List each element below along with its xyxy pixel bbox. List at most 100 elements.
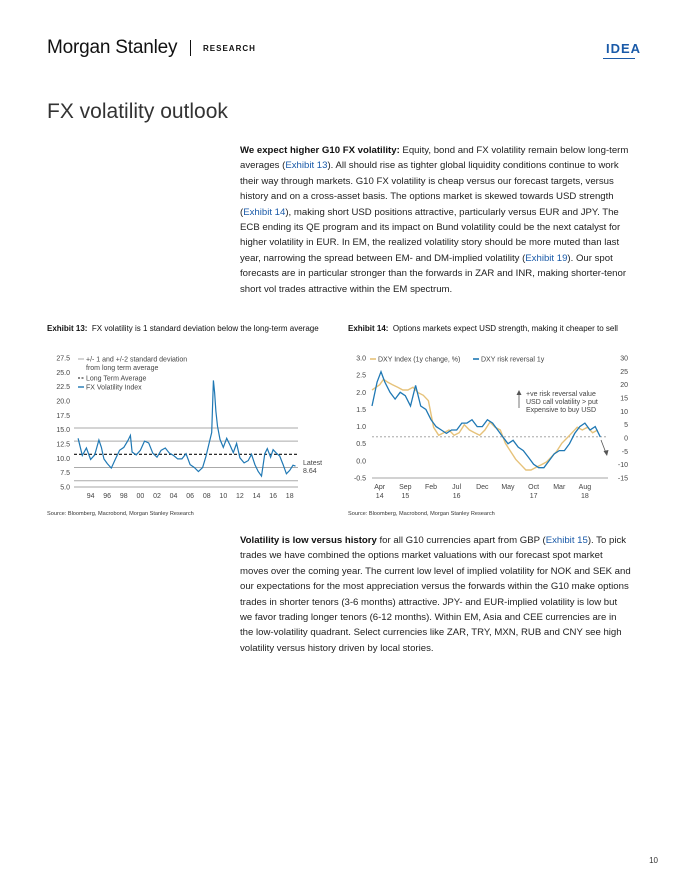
- x-tick-label: 10: [219, 493, 227, 500]
- paragraph-volatility-history: Volatility is low versus history for all…: [240, 533, 632, 656]
- x-tick-year-label: 17: [530, 493, 538, 500]
- paragraph-lead: Volatility is low versus history: [240, 535, 377, 546]
- x-tick-year-label: 16: [453, 493, 461, 500]
- y-left-tick-label: 0.5: [356, 441, 366, 448]
- y-tick-label: 12.5: [56, 442, 70, 449]
- legend-series-label: FX Volatility Index: [86, 385, 142, 392]
- y-right-tick-label: 10: [620, 409, 628, 416]
- x-tick-month-label: Dec: [476, 484, 489, 491]
- x-tick-label: 94: [87, 493, 95, 500]
- y-right-tick-label: 20: [620, 382, 628, 389]
- y-right-tick-label: 15: [620, 396, 628, 403]
- x-tick-month-label: Apr: [374, 484, 386, 491]
- exhibit-14-caption: Options markets expect USD strength, mak…: [392, 324, 618, 333]
- annotation-up-arrow-head: [516, 390, 522, 395]
- y-right-tick-label: 5: [624, 422, 628, 429]
- y-left-tick-label: 3.0: [356, 356, 366, 363]
- x-tick-label: 12: [236, 493, 244, 500]
- exhibit-14-chart: 3.0 2.5 2.0 1.5 1.0 0.5 0.0 -0.5 30 25 20 15 10 5 0 -5 -…: [354, 356, 628, 501]
- y-left-tick-label: 1.0: [356, 424, 366, 431]
- y-tick-label: 22.5: [56, 384, 70, 391]
- x-tick-month-label: Sep: [399, 484, 412, 491]
- x-tick-label: 18: [286, 493, 294, 500]
- legend-rr-label: DXY risk reversal 1y: [481, 357, 545, 364]
- legend-band-label: +/- 1 and +/-2 standard deviation: [86, 357, 187, 364]
- x-tick-month-label: Aug: [579, 484, 592, 491]
- exhibit-13-caption: FX volatility is 1 standard deviation be…: [91, 324, 319, 333]
- annotation-line-3: Expensive to buy USD: [526, 407, 596, 414]
- legend-band-label-cont: from long term average: [86, 365, 158, 372]
- y-right-tick-label: 30: [620, 356, 628, 363]
- exhibit-14-label: Exhibit 14:: [348, 324, 389, 333]
- x-tick-label: 06: [186, 493, 194, 500]
- x-tick-label: 96: [103, 493, 111, 500]
- exhibit-14-link[interactable]: Exhibit 14: [243, 206, 286, 218]
- research-label: RESEARCH: [203, 44, 256, 53]
- x-tick-label: 02: [153, 493, 161, 500]
- x-tick-month-label: Oct: [528, 484, 539, 491]
- y-tick-label: 20.0: [56, 399, 70, 406]
- y-tick-label: 17.5: [56, 413, 70, 420]
- y-left-tick-label: 2.0: [356, 390, 366, 397]
- paragraph-fx-volatility: We expect higher G10 FX volatility: Equi…: [240, 143, 632, 297]
- idea-underline: [603, 58, 635, 59]
- x-tick-label: 04: [170, 493, 178, 500]
- exhibit-13-label: Exhibit 13:: [47, 324, 88, 333]
- y-right-tick-label: 25: [620, 369, 628, 376]
- page-title: FX volatility outlook: [47, 100, 228, 123]
- y-right-tick-label: 0: [624, 436, 628, 443]
- y-left-tick-label: 0.0: [356, 458, 366, 465]
- y-tick-label: 25.0: [56, 370, 70, 377]
- y-tick-label: 10.0: [56, 456, 70, 463]
- x-tick-label: 00: [136, 493, 144, 500]
- y-left-tick-label: 1.5: [356, 407, 366, 414]
- brand-divider: [190, 40, 191, 56]
- y-right-tick-label: -10: [618, 462, 628, 469]
- paragraph-text: ). All should rise as tighter global liq…: [240, 160, 619, 218]
- risk-reversal-series-line: [371, 369, 601, 469]
- annotation-line-2: USD call volatility > put: [526, 399, 598, 406]
- exhibit-14-title: Exhibit 14: Options markets expect USD s…: [348, 324, 638, 335]
- x-tick-month-label: May: [501, 484, 515, 491]
- exhibit-15-link[interactable]: Exhibit 15: [545, 535, 588, 546]
- exhibit-14-source: Source: Bloomberg, Macrobond, Morgan Sta…: [348, 511, 495, 517]
- paragraph-text: Equity, bond and FX volatility remain be…: [240, 145, 629, 172]
- x-tick-month-label: Feb: [425, 484, 437, 491]
- y-tick-label: 5.0: [60, 485, 70, 492]
- annotation-down-arrow-head: [603, 450, 609, 456]
- y-right-tick-label: -15: [618, 476, 628, 483]
- x-tick-label: 98: [120, 493, 128, 500]
- y-left-tick-label: 2.5: [356, 373, 366, 380]
- paragraph-text: for all G10 currencies apart from GBP (: [376, 535, 546, 546]
- paragraph-lead: We expect higher G10 FX volatility:: [240, 145, 400, 156]
- x-tick-year-label: 15: [401, 493, 409, 500]
- exhibit-13-chart: 27.5 25.0 22.5 20.0 17.5 15.0 12.5 10.0 7.5 5.0 94…: [56, 356, 322, 501]
- y-tick-label: 7.5: [60, 470, 70, 477]
- x-tick-month-label: Mar: [553, 484, 566, 491]
- exhibit-13-title: Exhibit 13: FX volatility is 1 standard …: [47, 324, 332, 335]
- x-tick-month-label: Jul: [452, 484, 461, 491]
- x-tick-year-label: 18: [581, 493, 589, 500]
- y-tick-label: 27.5: [56, 356, 70, 363]
- paragraph-text: ). To pick trades we have combined the o…: [240, 535, 631, 654]
- idea-tag: IDEA: [606, 41, 642, 56]
- y-right-tick-label: -5: [622, 449, 628, 456]
- dxy-change-series-line: [371, 378, 599, 471]
- x-tick-label: 16: [269, 493, 277, 500]
- exhibit-13-link[interactable]: Exhibit 13: [285, 160, 328, 172]
- x-tick-label: 08: [203, 493, 211, 500]
- exhibit-13-source: Source: Bloomberg, Macrobond, Morgan Sta…: [47, 511, 194, 517]
- legend-average-label: Long Term Average: [86, 376, 147, 383]
- brand-logo: Morgan Stanley: [47, 37, 178, 58]
- paragraph-text: ), making short USD positions attractive…: [240, 206, 621, 264]
- y-tick-label: 15.0: [56, 427, 70, 434]
- x-tick-label: 14: [253, 493, 261, 500]
- exhibit-19-link[interactable]: Exhibit 19: [525, 252, 568, 264]
- annotation-line-1: +ve risk reversal value: [526, 391, 596, 398]
- latest-annotation: Latest: [303, 460, 322, 467]
- legend-dxy-label: DXY Index (1y change, %): [378, 357, 460, 364]
- fx-volatility-series-line: [77, 380, 296, 478]
- x-tick-year-label: 14: [376, 493, 384, 500]
- y-left-tick-label: -0.5: [354, 476, 366, 483]
- paragraph-text: ). Our spot forecasts are in particular …: [240, 252, 627, 295]
